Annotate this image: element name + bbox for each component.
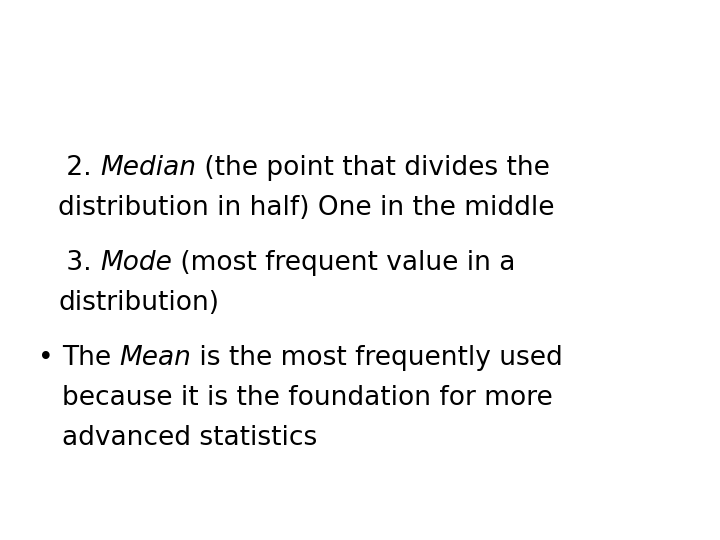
Text: distribution in half) One in the middle: distribution in half) One in the middle [58,195,554,221]
Text: •: • [38,345,53,371]
Text: Median: Median [100,155,196,181]
Text: 2.: 2. [58,155,100,181]
Text: 3.: 3. [58,250,100,276]
Text: (most frequent value in a: (most frequent value in a [172,250,516,276]
Text: The: The [62,345,120,371]
Text: advanced statistics: advanced statistics [62,425,318,451]
Text: distribution): distribution) [58,290,219,316]
Text: is the most frequently used: is the most frequently used [192,345,563,371]
Text: Mean: Mean [120,345,192,371]
Text: Mode: Mode [100,250,172,276]
Text: because it is the foundation for more: because it is the foundation for more [62,385,553,411]
Text: (the point that divides the: (the point that divides the [196,155,550,181]
